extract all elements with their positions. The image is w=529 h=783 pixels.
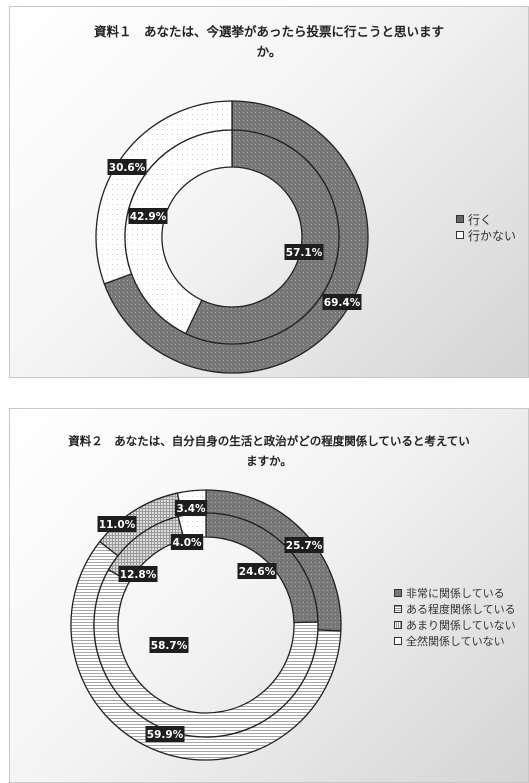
data-label-box xyxy=(170,534,204,550)
legend-label-zenzen: 全然関係していない xyxy=(406,635,505,648)
chart-panel-2: 資料２ あなたは、自分自身の生活と政治がどの程度関係していると考えてい ますか。… xyxy=(9,408,529,783)
data-label-ring1-1: 42.9% xyxy=(128,208,168,224)
ring1-slice-0 xyxy=(184,129,340,345)
legend-item-aruteido: ある程度関係している xyxy=(394,601,516,617)
data-label-ring0-0: 69.4% xyxy=(322,294,362,310)
data-label-ring1-1: 58.7% xyxy=(149,637,189,653)
legend-item-iku: 行く xyxy=(456,211,516,227)
data-label-box xyxy=(128,208,168,224)
legend-swatch-aruteido xyxy=(394,605,402,613)
data-label-text: 59.9% xyxy=(147,729,184,741)
chart-title-1-line1: 資料１ あなたは、今選挙があったら投票に行こうと思います xyxy=(93,24,444,39)
legend-label-iku: 行く xyxy=(468,212,493,227)
legend-swatch-ikanai xyxy=(456,231,464,239)
ring1-slice-1 xyxy=(93,568,319,738)
data-label-text: 30.6% xyxy=(109,162,146,174)
legend-item-ikanai: 行かない xyxy=(456,227,516,243)
data-label-ring1-0: 24.6% xyxy=(237,563,277,579)
data-label-box xyxy=(145,726,185,742)
data-label-box xyxy=(174,500,208,516)
legend-swatch-zenzen xyxy=(394,637,402,645)
data-label-text: 12.8% xyxy=(120,569,157,581)
data-label-box xyxy=(118,566,158,582)
data-label-text: 58.7% xyxy=(151,640,188,652)
data-label-box xyxy=(97,516,137,532)
data-label-box xyxy=(284,244,324,260)
data-label-ring0-1: 59.9% xyxy=(145,726,185,742)
donut-chart-2: 25.7% 59.9% 11.0% 3.4% 24.6% 58.7% 12.8% 4.0% xyxy=(70,489,342,761)
chart-title-1: 資料１ あなたは、今選挙があったら投票に行こうと思います か。 xyxy=(10,22,528,62)
data-label-box xyxy=(237,563,277,579)
data-label-ring0-2: 11.0% xyxy=(97,516,137,532)
data-label-ring0-3: 3.4% xyxy=(174,500,208,516)
legend-label-amari: あまり関係していない xyxy=(406,619,516,632)
data-label-text: 25.7% xyxy=(286,540,323,552)
legend-label-aruteido: ある程度関係している xyxy=(406,603,516,616)
data-label-box xyxy=(149,637,189,653)
data-label-box xyxy=(284,537,324,553)
chart-title-2-line1: 資料２ あなたは、自分自身の生活と政治がどの程度関係していると考えてい xyxy=(68,434,470,448)
data-label-text: 11.0% xyxy=(99,519,136,531)
chart-title-2-line2: ますか。 xyxy=(246,454,292,468)
data-label-box xyxy=(322,294,362,310)
ring1-slice-1 xyxy=(124,129,233,335)
data-label-text: 3.4% xyxy=(176,503,206,515)
data-label-ring1-0: 57.1% xyxy=(284,244,324,260)
data-label-ring1-2: 12.8% xyxy=(118,566,158,582)
donut-chart-1: 69.4% 30.6% 57.1% 42.9% xyxy=(95,100,369,374)
legend-1: 行く 行かない xyxy=(456,211,516,243)
legend-2: 非常に関係している ある程度関係している あまり関係していない 全然関係していな… xyxy=(394,585,516,649)
legend-label-ikanai: 行かない xyxy=(468,228,517,243)
data-label-ring1-3: 4.0% xyxy=(170,534,204,550)
legend-item-hijou: 非常に関係している xyxy=(394,585,516,601)
data-label-ring0-0: 25.7% xyxy=(284,537,324,553)
legend-swatch-iku xyxy=(456,215,464,223)
data-label-text: 42.9% xyxy=(130,211,167,223)
legend-swatch-amari xyxy=(394,621,402,629)
legend-item-zenzen: 全然関係していない xyxy=(394,633,516,649)
legend-label-hijou: 非常に関係している xyxy=(406,587,505,600)
data-label-text: 57.1% xyxy=(286,247,323,259)
legend-item-amari: あまり関係していない xyxy=(394,617,516,633)
data-label-text: 4.0% xyxy=(172,537,202,549)
data-label-text: 24.6% xyxy=(239,566,276,578)
chart-title-1-line2: か。 xyxy=(256,44,282,59)
chart-title-2: 資料２ あなたは、自分自身の生活と政治がどの程度関係していると考えてい ますか。 xyxy=(10,431,528,471)
legend-swatch-hijou xyxy=(394,589,402,597)
data-label-box xyxy=(107,159,147,175)
data-label-text: 69.4% xyxy=(324,297,361,309)
data-label-ring0-1: 30.6% xyxy=(107,159,147,175)
chart-panel-1: 資料１ あなたは、今選挙があったら投票に行こうと思います か。 69.4% 30.… xyxy=(9,6,529,378)
